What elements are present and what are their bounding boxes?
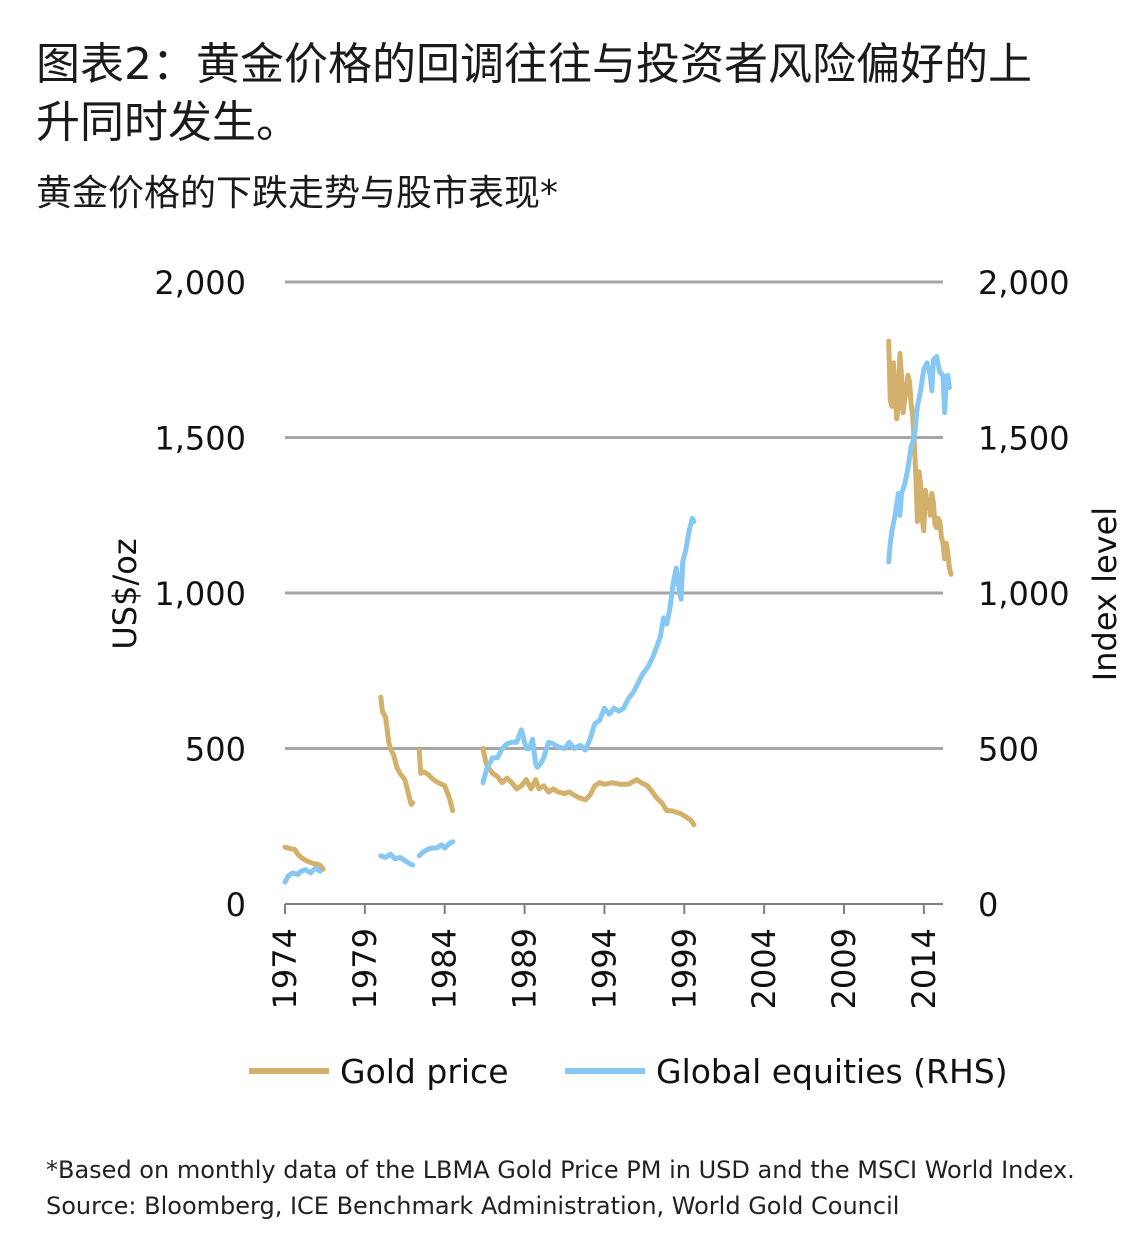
y-left-tick-label: 1,000 bbox=[154, 575, 246, 613]
x-tick-label: 2004 bbox=[745, 928, 783, 1009]
y-axis-right-ticks: 0 500 1,000 1,500 2,000 bbox=[978, 264, 1070, 924]
global-equities-line bbox=[886, 354, 952, 565]
y-right-tick-label: 0 bbox=[978, 886, 998, 924]
gold-price-line bbox=[282, 844, 326, 872]
y-right-tick-label: 500 bbox=[978, 731, 1039, 769]
footnote: *Based on monthly data of the LBMA Gold … bbox=[46, 1152, 1075, 1224]
x-tick-label: 1984 bbox=[426, 928, 464, 1009]
x-axis-ticks: 1974 1979 1984 1989 1994 1999 2004 2009 2014 bbox=[266, 904, 943, 1009]
y-right-tick-label: 1,500 bbox=[978, 420, 1070, 458]
gridlines bbox=[285, 280, 943, 750]
y-left-tick-label: 1,500 bbox=[154, 420, 246, 458]
chart-subtitle: 黄金价格的下跌走势与股市表现* bbox=[36, 173, 559, 214]
gold-price-line bbox=[416, 747, 456, 814]
gold-price-line bbox=[480, 746, 697, 828]
x-tick-label: 1974 bbox=[266, 928, 304, 1009]
footnote-source: Source: Bloomberg, ICE Benchmark Adminis… bbox=[46, 1192, 900, 1220]
x-tick-label: 1979 bbox=[346, 928, 384, 1009]
global-equities-line bbox=[480, 515, 697, 786]
y-right-tick-label: 2,000 bbox=[978, 264, 1070, 302]
global-equities-line bbox=[378, 851, 416, 868]
y-axis-left-ticks: 0 500 1,000 1,500 2,000 bbox=[154, 264, 246, 924]
x-tick-label: 1994 bbox=[585, 928, 623, 1009]
gold-price-line bbox=[378, 694, 416, 807]
y-axis-right-label: Index level bbox=[1086, 507, 1124, 681]
footnote-note: *Based on monthly data of the LBMA Gold … bbox=[46, 1156, 1075, 1184]
y-left-tick-label: 500 bbox=[185, 731, 246, 769]
x-tick-label: 1999 bbox=[665, 928, 703, 1009]
global-equities-line bbox=[282, 865, 323, 885]
series-lines bbox=[282, 338, 954, 885]
legend: Gold price Global equities (RHS) bbox=[249, 1052, 1008, 1091]
legend-equities-label: Global equities (RHS) bbox=[656, 1052, 1008, 1091]
y-left-tick-label: 2,000 bbox=[154, 264, 246, 302]
global-equities-line bbox=[416, 839, 456, 859]
chart-title: 图表2：黄金价格的回调往往与投资者风险偏好的上升同时发生。 bbox=[36, 39, 1032, 148]
y-axis-left-label: US$/oz bbox=[106, 538, 144, 649]
x-tick-label: 2009 bbox=[825, 928, 863, 1009]
legend-gold-label: Gold price bbox=[340, 1052, 509, 1091]
y-right-tick-label: 1,000 bbox=[978, 575, 1070, 613]
gold-price-line bbox=[886, 338, 954, 577]
y-left-tick-label: 0 bbox=[226, 886, 246, 924]
x-tick-label: 2014 bbox=[905, 928, 943, 1009]
x-tick-label: 1989 bbox=[506, 928, 544, 1009]
